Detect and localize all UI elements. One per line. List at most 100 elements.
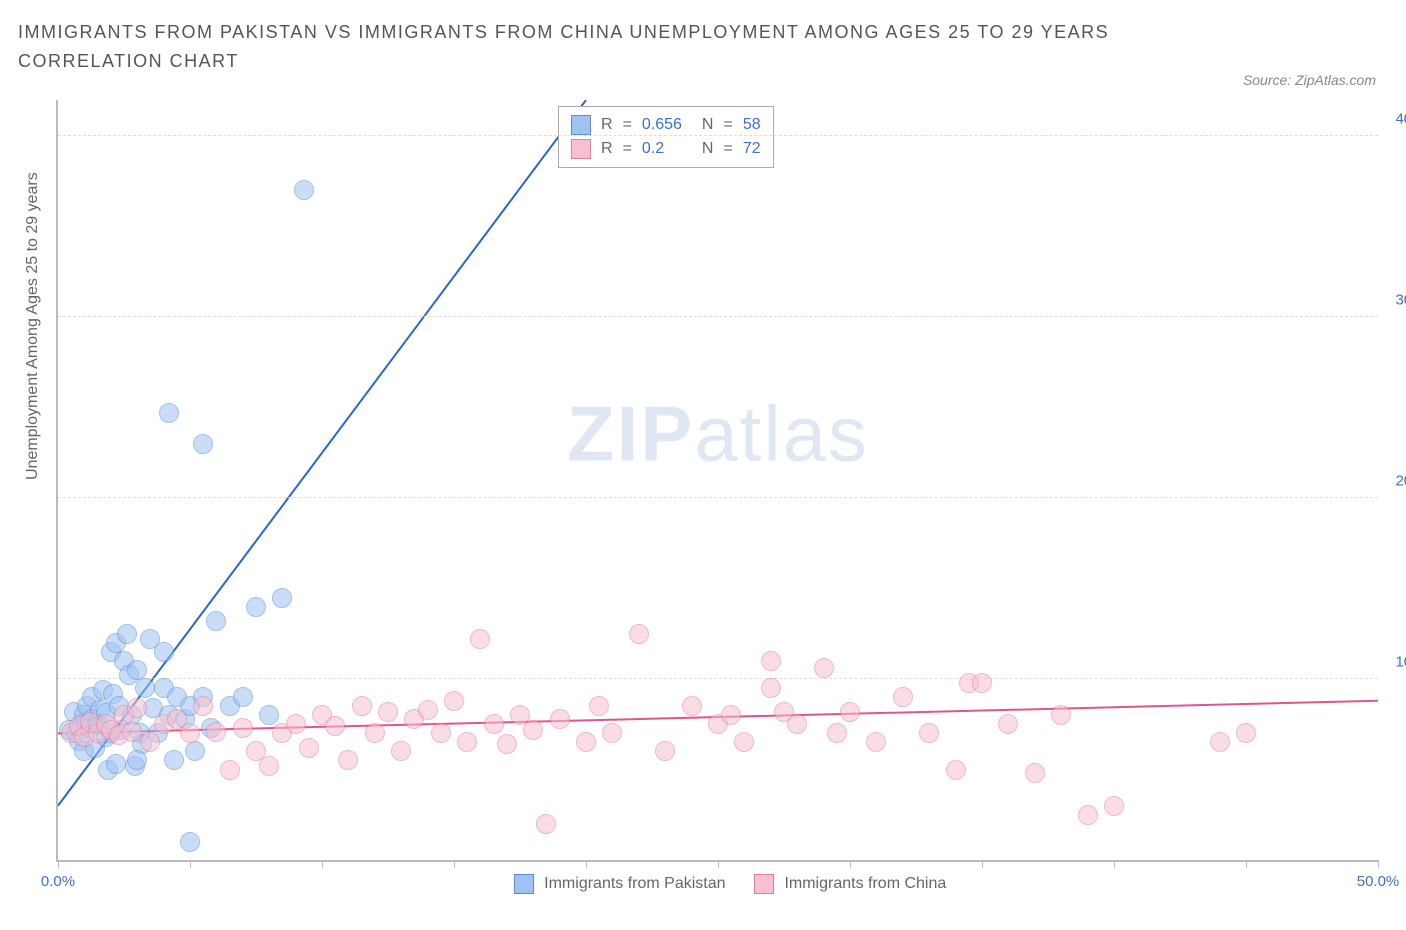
stat-eq: = <box>623 137 632 161</box>
data-point <box>629 624 649 644</box>
swatch-china <box>754 874 774 894</box>
data-point <box>220 760 240 780</box>
chart-title: IMMIGRANTS FROM PAKISTAN VS IMMIGRANTS F… <box>18 18 1118 76</box>
gridline <box>58 497 1378 498</box>
data-point <box>193 434 213 454</box>
stat-label: R <box>601 137 613 161</box>
x-tick <box>322 860 323 868</box>
stat-label: R <box>601 113 613 137</box>
gridline <box>58 135 1378 136</box>
data-point <box>484 714 504 734</box>
data-point <box>206 611 226 631</box>
stat-n-value: 58 <box>743 113 761 137</box>
data-point <box>444 691 464 711</box>
data-point <box>497 734 517 754</box>
data-point <box>1051 705 1071 725</box>
x-tick <box>586 860 587 868</box>
data-point <box>536 814 556 834</box>
data-point <box>470 629 490 649</box>
swatch-china <box>571 139 591 159</box>
stat-label: N <box>702 137 714 161</box>
scatter-plot-area: ZIPatlas R = 0.656 N = 58 R = 0.2 N = 72… <box>56 100 1378 862</box>
data-point <box>814 658 834 678</box>
x-tick <box>1378 860 1379 868</box>
x-tick-label: 50.0% <box>1357 873 1400 890</box>
stat-r-value: 0.656 <box>642 113 692 137</box>
swatch-pakistan <box>514 874 534 894</box>
data-point <box>127 660 147 680</box>
data-point <box>294 180 314 200</box>
data-point <box>378 702 398 722</box>
watermark: ZIPatlas <box>567 389 869 480</box>
data-point <box>1104 796 1124 816</box>
legend-label: Immigrants from Pakistan <box>544 875 725 892</box>
data-point <box>246 597 266 617</box>
data-point <box>602 723 622 743</box>
data-point <box>998 714 1018 734</box>
data-point <box>946 760 966 780</box>
data-point <box>206 722 226 742</box>
stat-r-value: 0.2 <box>642 137 692 161</box>
data-point <box>122 722 142 742</box>
data-point <box>682 696 702 716</box>
data-point <box>761 678 781 698</box>
data-point <box>106 754 126 774</box>
data-point <box>259 756 279 776</box>
y-tick-label: 20.0% <box>1384 473 1406 490</box>
x-tick <box>1114 860 1115 868</box>
data-point <box>655 741 675 761</box>
data-point <box>919 723 939 743</box>
x-tick <box>1246 860 1247 868</box>
stat-eq: = <box>723 137 732 161</box>
data-point <box>893 687 913 707</box>
data-point <box>272 588 292 608</box>
stat-eq: = <box>623 113 632 137</box>
data-point <box>352 696 372 716</box>
data-point <box>299 738 319 758</box>
legend-stats-box: R = 0.656 N = 58 R = 0.2 N = 72 <box>558 106 774 168</box>
y-axis-label: Unemployment Among Ages 25 to 29 years <box>24 172 42 480</box>
data-point <box>117 624 137 644</box>
data-point <box>193 696 213 716</box>
data-point <box>1078 805 1098 825</box>
data-point <box>721 705 741 725</box>
data-point <box>140 732 160 752</box>
data-point <box>365 723 385 743</box>
data-point <box>972 673 992 693</box>
data-point <box>1025 763 1045 783</box>
x-tick <box>58 860 59 868</box>
data-point <box>259 705 279 725</box>
source-attribution: Source: ZipAtlas.com <box>1243 72 1376 88</box>
data-point <box>431 723 451 743</box>
data-point <box>523 720 543 740</box>
data-point <box>338 750 358 770</box>
data-point <box>457 732 477 752</box>
legend-stats-row-pakistan: R = 0.656 N = 58 <box>571 113 761 137</box>
data-point <box>286 714 306 734</box>
data-point <box>787 714 807 734</box>
legend-bottom: Immigrants from Pakistan Immigrants from… <box>58 874 1378 894</box>
stat-n-value: 72 <box>743 137 761 161</box>
swatch-pakistan <box>571 115 591 135</box>
x-tick <box>850 860 851 868</box>
data-point <box>418 700 438 720</box>
data-point <box>550 709 570 729</box>
data-point <box>127 698 147 718</box>
y-tick-label: 40.0% <box>1384 111 1406 128</box>
data-point <box>127 750 147 770</box>
data-point <box>827 723 847 743</box>
y-tick-label: 10.0% <box>1384 654 1406 671</box>
data-point <box>233 718 253 738</box>
data-point <box>233 687 253 707</box>
x-tick <box>190 860 191 868</box>
data-point <box>159 403 179 423</box>
data-point <box>1236 723 1256 743</box>
x-tick <box>718 860 719 868</box>
gridline <box>58 316 1378 317</box>
data-point <box>391 741 411 761</box>
gridline <box>58 678 1378 679</box>
x-tick-label: 0.0% <box>41 873 75 890</box>
data-point <box>866 732 886 752</box>
data-point <box>734 732 754 752</box>
data-point <box>135 678 155 698</box>
